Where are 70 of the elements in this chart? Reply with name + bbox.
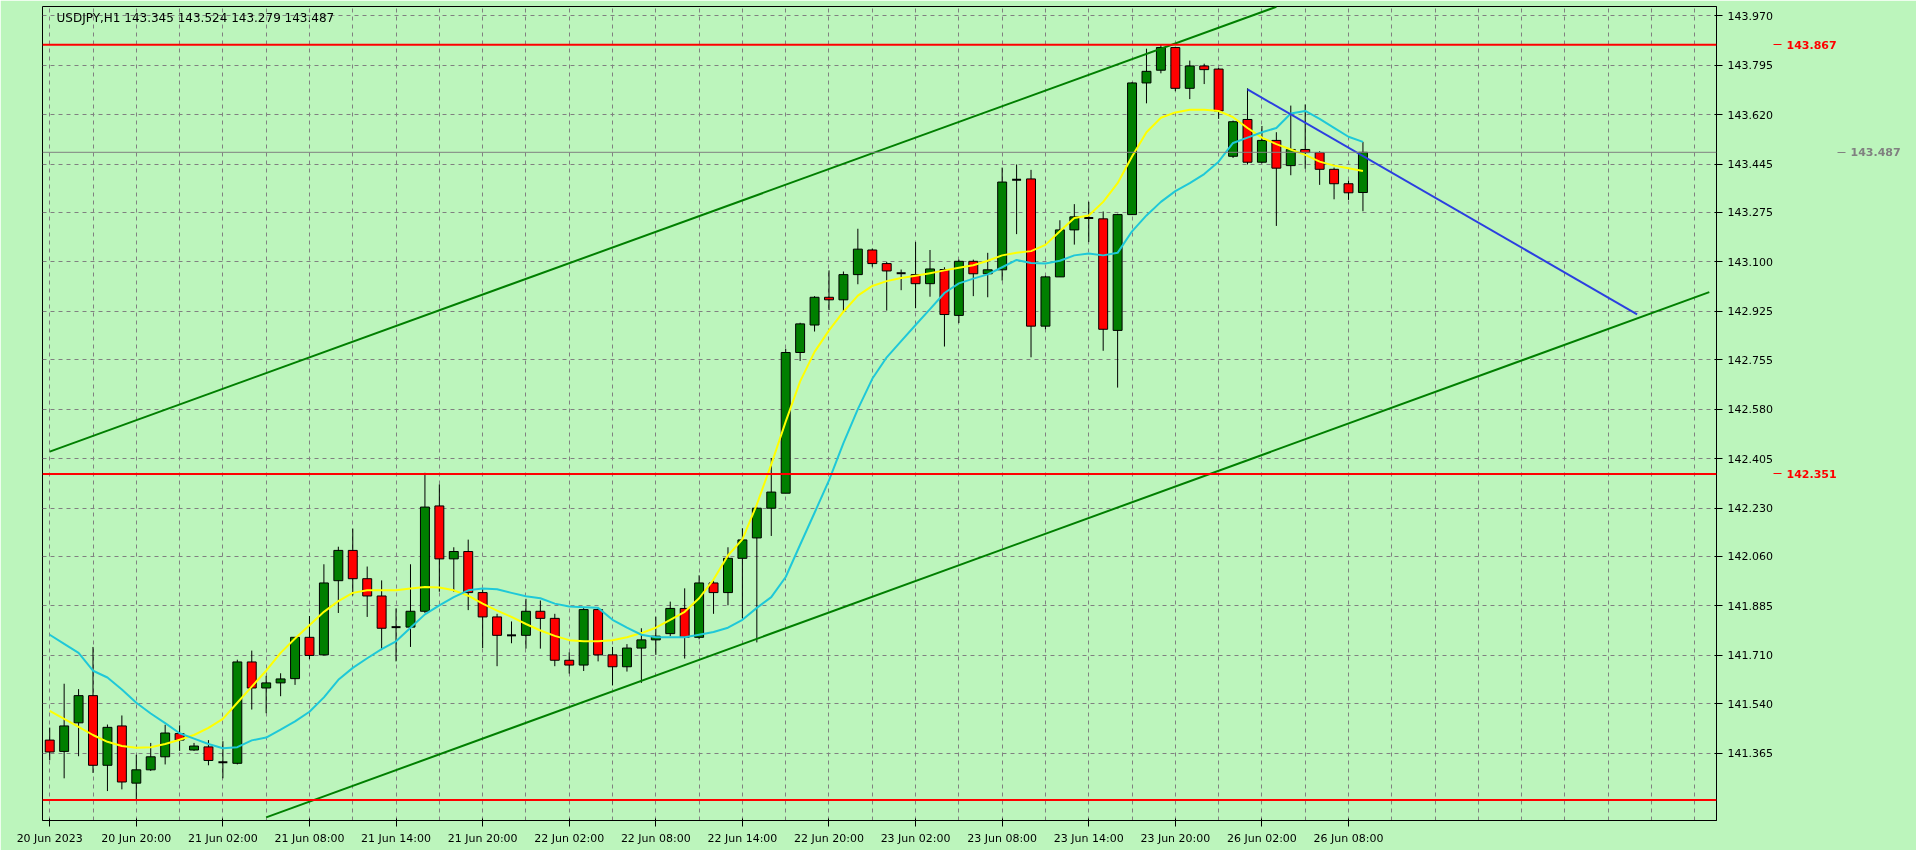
candlestick (145, 742, 156, 772)
candlestick (160, 724, 171, 765)
x-tick-label: 22 Jun 20:00 (794, 831, 864, 845)
y-tick-label: 143.795 (1727, 59, 1773, 73)
ref-line-label: 142.351 (1786, 467, 1837, 481)
candlestick (390, 607, 402, 662)
candlestick (1256, 125, 1267, 164)
x-tick-label: 23 Jun 14:00 (1053, 831, 1124, 845)
y-tick-label: 141.710 (1727, 649, 1773, 663)
candlestick (1011, 163, 1023, 235)
y-tick-label: 141.885 (1727, 599, 1773, 613)
candlestick (44, 727, 55, 761)
x-tick-label: 20 Jun 2023 (16, 831, 83, 845)
y-tick-label: 142.925 (1727, 305, 1773, 319)
candlestick (1155, 43, 1166, 74)
x-tick-label: 22 Jun 02:00 (534, 831, 605, 845)
candlestick (304, 615, 315, 660)
x-tick-label: 21 Jun 08:00 (274, 831, 345, 845)
candlestick (362, 566, 373, 618)
candlestick (261, 675, 272, 714)
y-tick-label: 142.230 (1727, 502, 1773, 516)
candlestick (1184, 60, 1195, 100)
candlestick (1141, 48, 1152, 104)
candlestick (448, 546, 459, 593)
candlestick (881, 261, 892, 312)
candlestick (636, 627, 647, 684)
candlestick (506, 620, 517, 644)
y-tick-label: 142.405 (1727, 452, 1773, 466)
y-tick-label: 142.755 (1727, 353, 1773, 367)
x-tick-label: 26 Jun 08:00 (1313, 831, 1384, 845)
candlestick (1343, 180, 1354, 201)
y-tick-label: 143.275 (1727, 206, 1773, 220)
candlestick (708, 580, 719, 615)
candlestick (275, 672, 286, 697)
x-tick-label: 23 Jun 08:00 (967, 831, 1038, 845)
candlestick (1083, 201, 1095, 243)
x-tick-label: 22 Jun 08:00 (620, 831, 691, 845)
x-tick-label: 23 Jun 20:00 (1140, 831, 1211, 845)
candlestick (492, 613, 503, 667)
y-tick-label: 142.580 (1727, 403, 1773, 417)
chart-title: USDJPY,H1 143.345 143.524 143.279 143.487 (56, 10, 335, 25)
ref-line-label: 143.487 (1850, 146, 1901, 160)
y-tick-label: 143.970 (1727, 9, 1773, 23)
y-tick-label: 143.445 (1727, 158, 1773, 172)
ref-line-label: 143.867 (1786, 38, 1837, 52)
x-tick-label: 21 Jun 20:00 (447, 831, 518, 845)
y-tick-label: 142.060 (1727, 550, 1773, 564)
candlestick (607, 646, 618, 686)
x-tick-label: 22 Jun 14:00 (707, 831, 778, 845)
candlestick (131, 754, 142, 800)
candlestick (217, 740, 229, 779)
candlestick (535, 600, 546, 650)
y-tick-label: 143.620 (1727, 108, 1773, 122)
y-tick-label: 141.365 (1727, 747, 1773, 761)
x-tick-label: 26 Jun 02:00 (1226, 831, 1297, 845)
candlestick (1329, 167, 1340, 200)
x-tick-label: 23 Jun 02:00 (880, 831, 951, 845)
candlestick (405, 563, 416, 648)
x-tick-label: 21 Jun 02:00 (187, 831, 258, 845)
x-tick-label: 20 Jun 20:00 (101, 831, 172, 845)
candlestick (766, 457, 777, 537)
candlestick (895, 269, 907, 291)
candlestick (203, 739, 214, 766)
candlestick (621, 643, 632, 673)
candlestick (1199, 63, 1210, 85)
candlestick (564, 651, 575, 675)
candlestick (737, 527, 748, 619)
y-tick-label: 141.540 (1727, 697, 1773, 711)
y-tick-label: 143.100 (1727, 255, 1773, 269)
x-tick-label: 21 Jun 14:00 (361, 831, 432, 845)
